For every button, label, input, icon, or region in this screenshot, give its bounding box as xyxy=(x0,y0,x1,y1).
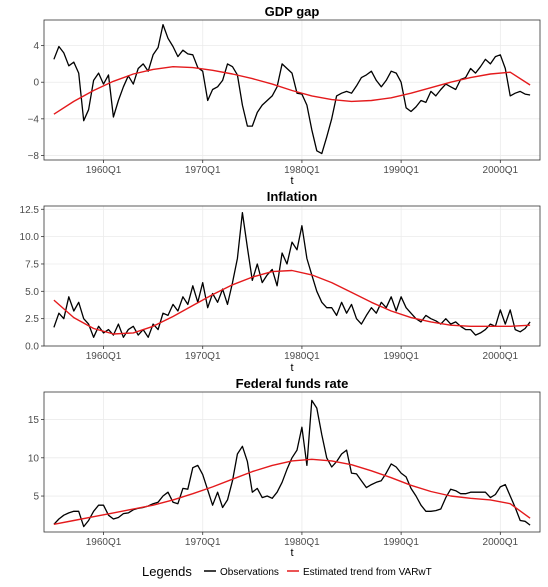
legend-label-observations: Observations xyxy=(220,567,279,578)
x-tick-label: 1990Q1 xyxy=(383,537,419,548)
y-tick-label: 2.5 xyxy=(25,314,39,325)
trend-line xyxy=(53,65,531,115)
y-tick-label: −8 xyxy=(28,151,40,162)
x-tick-label: 2000Q1 xyxy=(483,351,519,362)
x-tick-label: 1960Q1 xyxy=(86,537,122,548)
observations-line xyxy=(53,23,531,155)
chart-title: Federal funds rate xyxy=(236,376,349,391)
y-tick-label: 0 xyxy=(33,78,39,89)
x-tick-label: 1980Q1 xyxy=(284,537,320,548)
y-tick-label: 5 xyxy=(33,492,39,503)
y-tick-label: 12.5 xyxy=(20,205,40,216)
observations-line xyxy=(53,211,531,338)
y-tick-label: 10.0 xyxy=(20,232,40,243)
x-tick-label: 1970Q1 xyxy=(185,165,221,176)
y-tick-label: 4 xyxy=(33,41,39,52)
chart-title: GDP gap xyxy=(265,4,320,19)
observations-line xyxy=(53,399,531,528)
x-tick-label: 1960Q1 xyxy=(86,165,122,176)
x-tick-label: 1980Q1 xyxy=(284,351,320,362)
y-tick-label: 7.5 xyxy=(25,259,39,270)
y-tick-label: 0.0 xyxy=(25,342,39,353)
x-tick-label: 1980Q1 xyxy=(284,165,320,176)
y-tick-label: 10 xyxy=(28,453,40,464)
legend-title: Legends xyxy=(142,564,192,579)
plot-frame xyxy=(43,205,541,347)
y-tick-label: 15 xyxy=(28,415,40,426)
legend-label-trend: Estimated trend from VARwT xyxy=(303,567,432,578)
legend: Legends Observations Estimated trend fro… xyxy=(142,564,432,579)
y-tick-label: −4 xyxy=(28,114,40,125)
trend-line xyxy=(53,458,531,525)
x-tick-label: 2000Q1 xyxy=(483,537,519,548)
x-tick-label: 1970Q1 xyxy=(185,351,221,362)
y-tick-label: 5.0 xyxy=(25,287,39,298)
x-tick-label: 1990Q1 xyxy=(383,165,419,176)
trend-line xyxy=(53,269,531,335)
chart-panel-1: GDP gap −8 −4 0 4 1960Q1 1970Q1 1980Q1 1990Q1 200… xyxy=(28,4,541,187)
plot-frame xyxy=(43,19,541,161)
x-tick-label: 1970Q1 xyxy=(185,537,221,548)
x-axis-title: t xyxy=(290,175,293,187)
x-axis-title: t xyxy=(290,547,293,559)
x-tick-label: 1990Q1 xyxy=(383,351,419,362)
chart-panel-3: Federal funds rate 5 10 15 1960Q1 1970Q1 1980Q… xyxy=(28,376,541,559)
x-tick-label: 2000Q1 xyxy=(483,165,519,176)
chart-panel-2: Inflation 0.0 2.5 5.0 7.5 10.0 12.5 1960Q1 1970Q… xyxy=(20,189,541,374)
x-axis-title: t xyxy=(290,362,293,374)
plot-frame xyxy=(43,391,541,533)
chart-title: Inflation xyxy=(267,189,318,204)
chart-panels: GDP gap −8 −4 0 4 1960Q1 1970Q1 1980Q1 1990Q1 200… xyxy=(20,4,541,559)
x-tick-label: 1960Q1 xyxy=(86,351,122,362)
